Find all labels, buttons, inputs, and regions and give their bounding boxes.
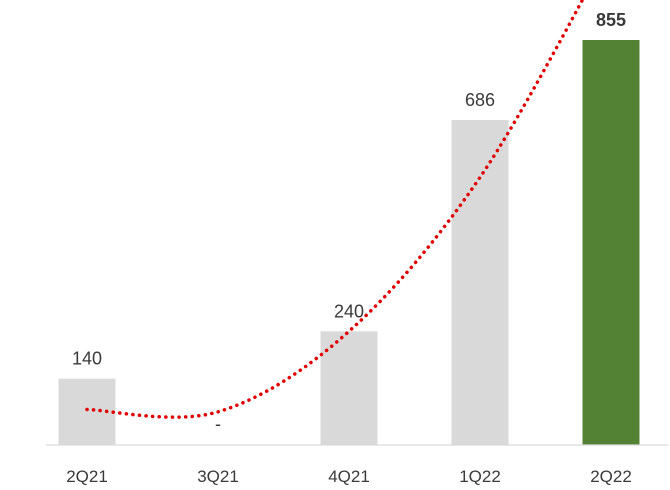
value-label-1q22: 686 — [465, 90, 495, 110]
value-label-3q21: - — [215, 414, 221, 434]
bar-1q22 — [451, 120, 509, 445]
value-labels-group: 140 - 240 686 855 — [72, 10, 626, 434]
trendline — [85, 0, 585, 419]
x-axis-tick-labels: 2Q21 3Q21 4Q21 1Q22 2Q22 — [66, 467, 632, 486]
x-tick-2q21: 2Q21 — [66, 467, 108, 486]
bar-4q21 — [320, 331, 378, 445]
x-tick-3q21: 3Q21 — [197, 467, 239, 486]
x-tick-2q22: 2Q22 — [590, 467, 632, 486]
x-tick-4q21: 4Q21 — [328, 467, 370, 486]
value-label-4q21: 240 — [334, 301, 364, 321]
value-label-2q21: 140 — [72, 349, 102, 369]
value-label-2q22: 855 — [596, 10, 626, 30]
bars-group — [58, 40, 640, 445]
x-tick-1q22: 1Q22 — [459, 467, 501, 486]
bar-2q22 — [582, 40, 640, 445]
